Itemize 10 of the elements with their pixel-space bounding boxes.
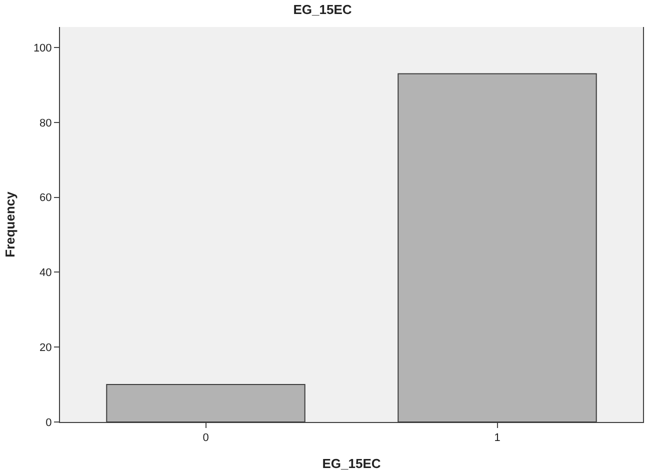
chart-title: EG_15EC: [293, 2, 352, 17]
y-axis-title: Frequency: [2, 190, 18, 258]
y-tick-label: 40: [40, 267, 52, 280]
y-tick-label: 20: [40, 342, 52, 354]
x-axis-title: EG_15EC: [322, 456, 382, 471]
x-tick-label: 1: [494, 432, 500, 444]
y-tick-label: 60: [40, 192, 52, 204]
y-tick-label: 100: [33, 42, 52, 54]
y-tick-label: 0: [46, 416, 52, 429]
y-tick-label: 80: [40, 117, 52, 130]
